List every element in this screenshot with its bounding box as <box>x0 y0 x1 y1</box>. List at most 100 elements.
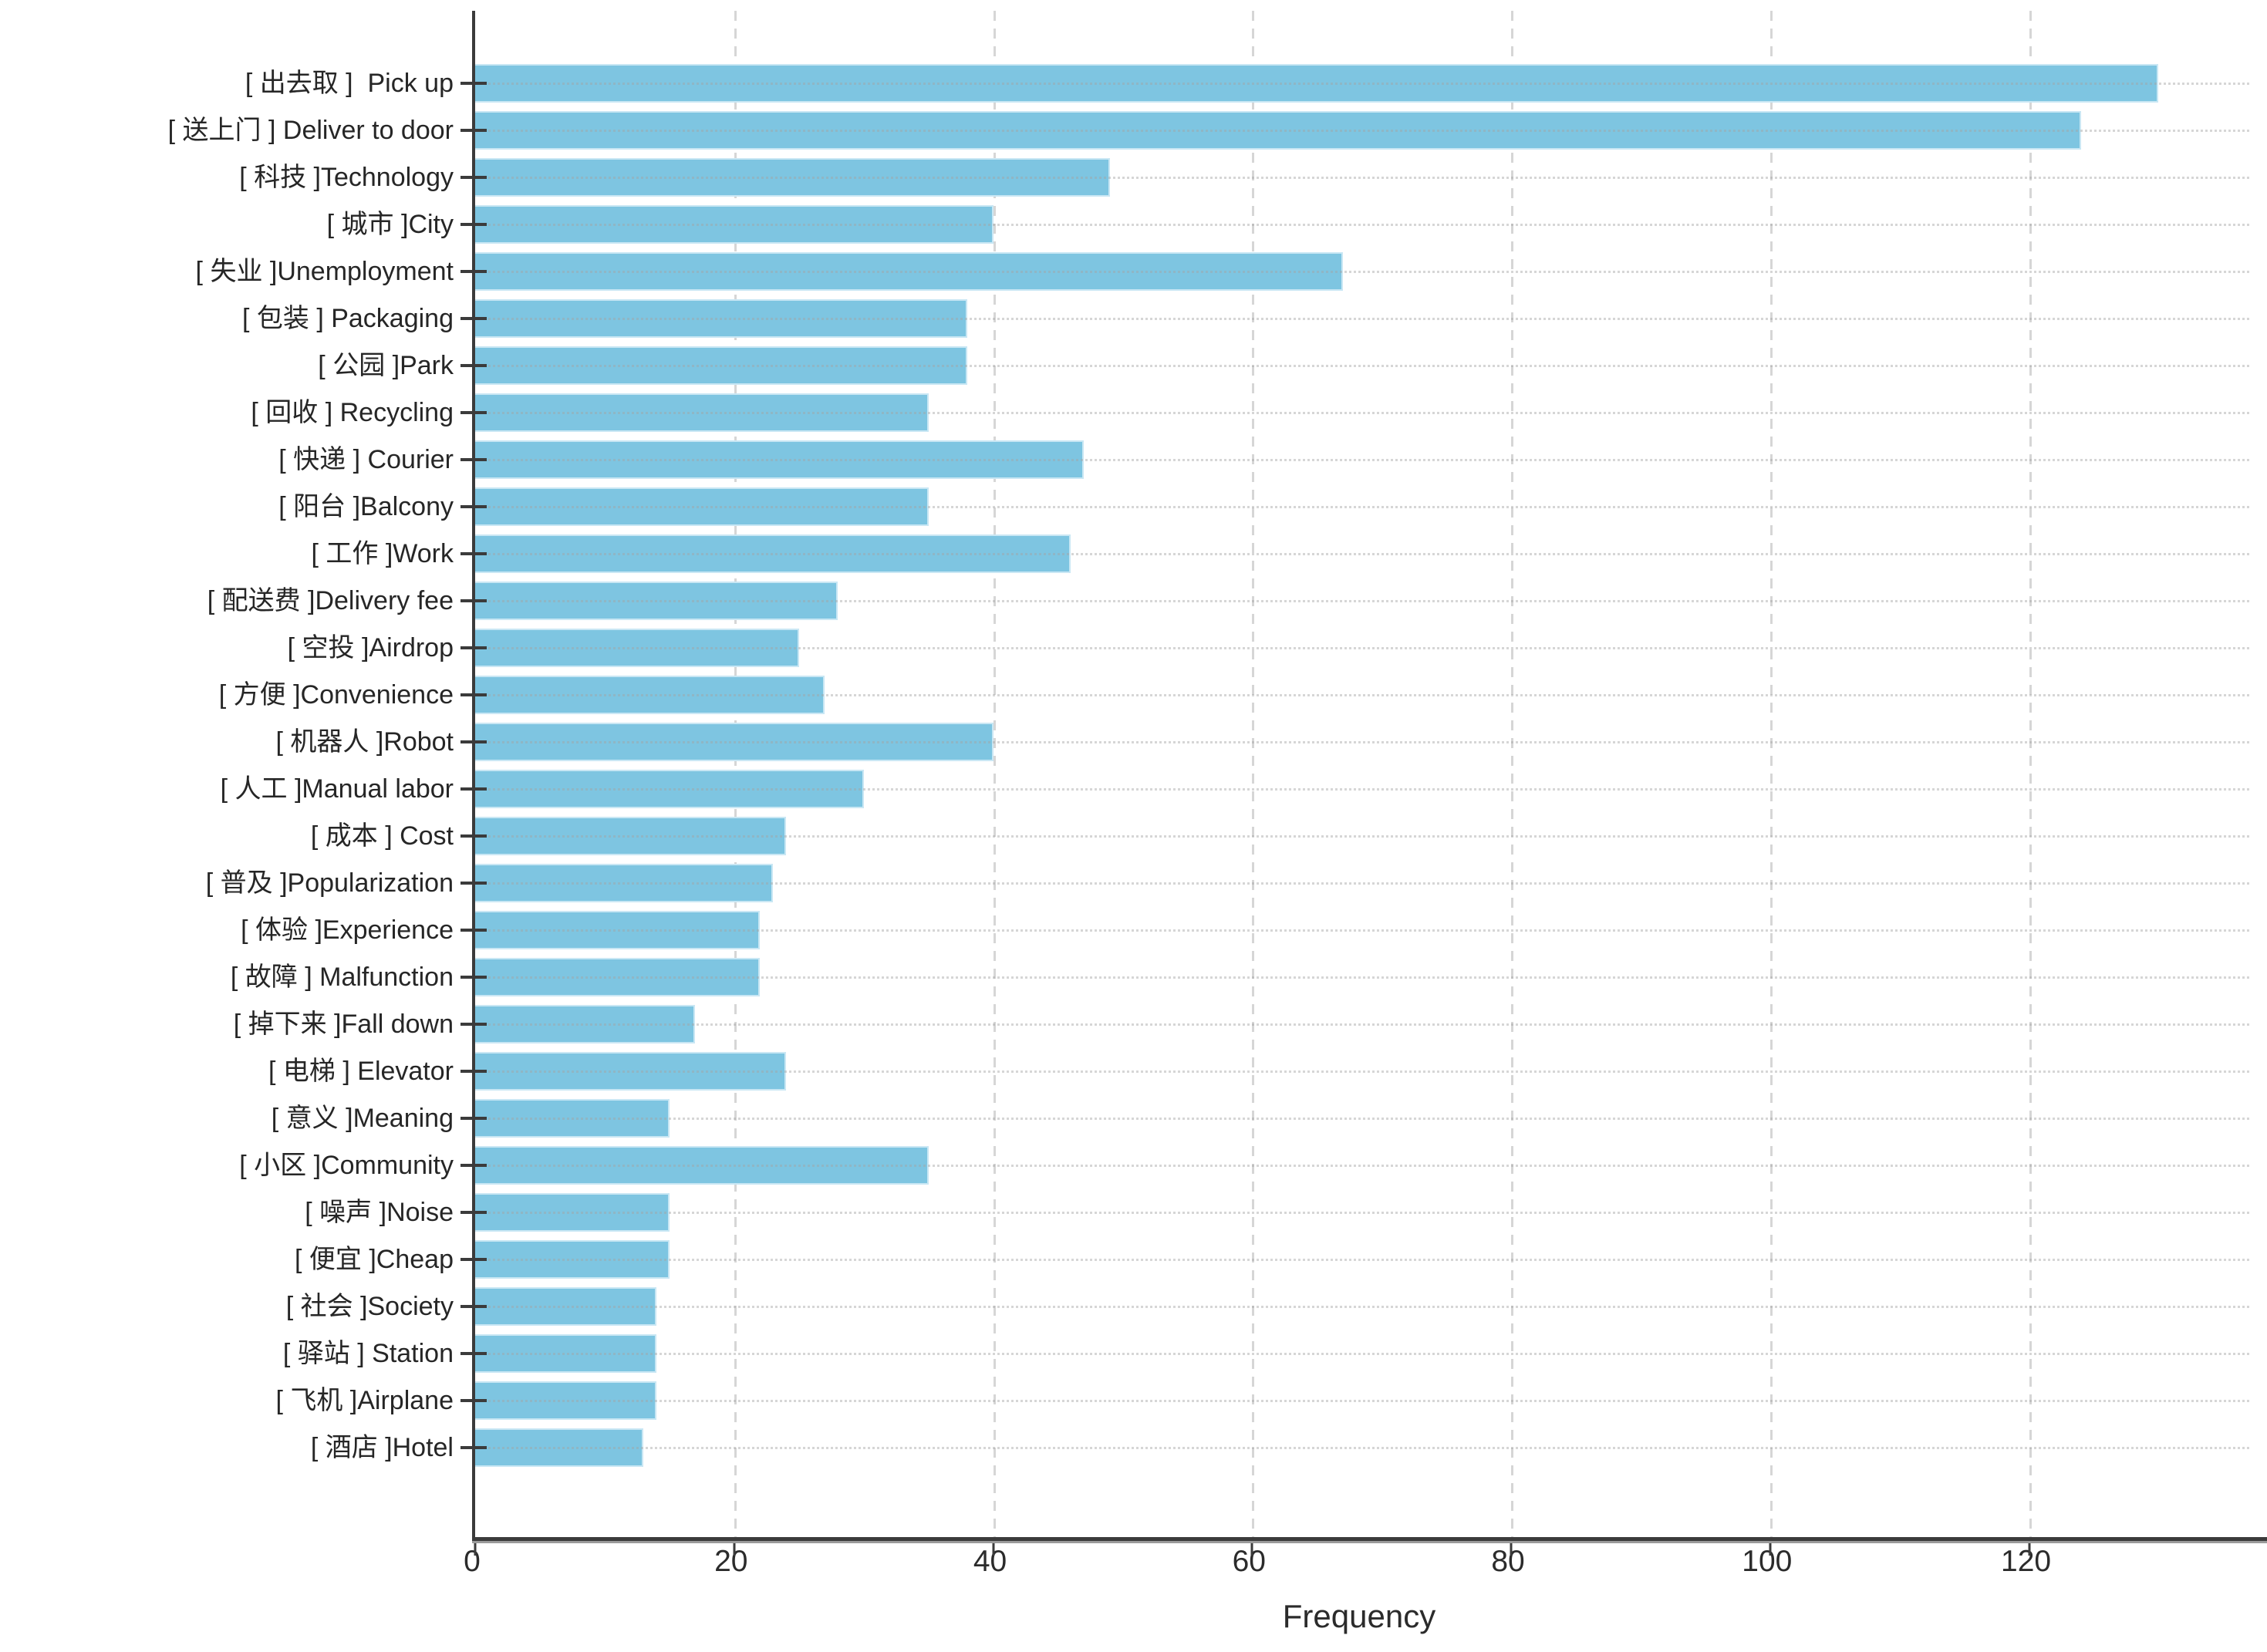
bar-29 <box>475 1428 644 1467</box>
y-gridline <box>475 1353 2249 1355</box>
bar-16 <box>475 817 786 855</box>
x-axis-line <box>472 1537 2267 1543</box>
x-tick-60 <box>1250 1543 1253 1556</box>
y-gridline <box>475 976 2249 979</box>
y-tick <box>460 1023 487 1026</box>
y-gridline <box>475 1023 2249 1026</box>
y-gridline <box>475 318 2249 320</box>
y-gridline <box>475 224 2249 226</box>
bar-8 <box>475 440 1085 479</box>
y-gridline <box>475 1306 2249 1308</box>
y-gridline <box>475 177 2249 179</box>
y-gridline <box>475 835 2249 838</box>
x-tick-40 <box>992 1543 995 1556</box>
y-tick <box>460 693 487 696</box>
y-gridline <box>475 600 2249 602</box>
y-tick <box>460 1352 487 1355</box>
y-gridline <box>475 1070 2249 1073</box>
y-tick <box>460 505 487 508</box>
y-label-27: [ 驿站 ] Station <box>282 1339 454 1368</box>
y-label-26: [ 社会 ]Society <box>285 1292 454 1321</box>
bar-23 <box>475 1146 929 1185</box>
y-label-15: [ 人工 ]Manual labor <box>220 774 454 804</box>
bar-19 <box>475 958 761 996</box>
x-tick-label-100: 100 <box>1742 1545 1793 1578</box>
y-label-13: [ 方便 ]Convenience <box>218 680 454 710</box>
y-tick <box>460 646 487 649</box>
bar-2 <box>475 158 1110 197</box>
y-label-0: [ 出去取 ] Pick up <box>245 69 454 98</box>
bar-13 <box>475 676 825 714</box>
y-label-4: [ 失业 ]Unemployment <box>195 257 454 286</box>
y-tick <box>460 929 487 932</box>
y-tick <box>460 364 487 367</box>
y-label-16: [ 成本 ] Cost <box>310 821 454 851</box>
bar-26 <box>475 1287 657 1326</box>
y-label-6: [ 公园 ]Park <box>318 351 454 380</box>
y-label-14: [ 机器人 ]Robot <box>275 727 454 757</box>
y-tick <box>460 1211 487 1214</box>
x-tick-0 <box>474 1543 477 1556</box>
y-label-21: [ 电梯 ] Elevator <box>268 1057 454 1086</box>
y-label-23: [ 小区 ]Community <box>239 1151 454 1180</box>
bar-24 <box>475 1193 670 1232</box>
x-tick-80 <box>1510 1543 1513 1556</box>
x-tick-label-40: 40 <box>973 1545 1007 1578</box>
y-tick <box>460 1305 487 1308</box>
y-label-28: [ 飞机 ]Airplane <box>275 1386 454 1415</box>
y-label-2: [ 科技 ]Technology <box>239 163 454 192</box>
y-label-3: [ 城市 ]City <box>326 210 454 239</box>
y-gridline <box>475 1400 2249 1402</box>
y-gridline <box>475 1118 2249 1120</box>
y-label-12: [ 空投 ]Airdrop <box>287 633 454 662</box>
y-tick <box>460 1164 487 1167</box>
y-label-25: [ 便宜 ]Cheap <box>295 1245 454 1274</box>
bar-25 <box>475 1240 670 1279</box>
y-label-22: [ 意义 ]Meaning <box>271 1104 454 1133</box>
y-label-5: [ 包装 ] Packaging <box>241 304 454 333</box>
bar-6 <box>475 346 967 385</box>
y-tick <box>460 1399 487 1402</box>
y-label-7: [ 回收 ] Recycling <box>251 398 454 427</box>
y-tick <box>460 599 487 602</box>
y-gridline <box>475 83 2249 85</box>
bar-22 <box>475 1099 670 1138</box>
y-tick <box>460 82 487 85</box>
bar-7 <box>475 393 929 432</box>
y-gridline <box>475 1259 2249 1261</box>
y-label-8: [ 快递 ] Courier <box>278 445 454 474</box>
y-axis-labels: [ 出去取 ] Pick up [ 送上门 ] Deliver to door [ … <box>0 11 454 1537</box>
y-tick <box>460 834 487 838</box>
y-gridline <box>475 365 2249 367</box>
y-tick <box>460 1070 487 1073</box>
y-gridline <box>475 929 2249 932</box>
y-label-10: [ 工作 ]Work <box>311 539 454 568</box>
bar-3 <box>475 205 993 244</box>
bar-11 <box>475 582 838 620</box>
y-gridline <box>475 459 2249 461</box>
y-label-19: [ 故障 ] Malfunction <box>230 963 454 992</box>
x-gridline-100 <box>1769 11 1773 1537</box>
bar-1 <box>475 111 2081 150</box>
y-label-20: [ 掉下来 ]Fall down <box>233 1010 454 1039</box>
y-gridline <box>475 647 2249 649</box>
x-gridline-120 <box>2029 11 2032 1537</box>
y-tick <box>460 176 487 179</box>
bar-15 <box>475 770 864 808</box>
bar-5 <box>475 299 967 338</box>
y-tick <box>460 740 487 743</box>
y-tick <box>460 552 487 555</box>
x-gridline-80 <box>1511 11 1514 1537</box>
bar-17 <box>475 864 774 902</box>
y-tick <box>460 458 487 461</box>
x-gridline-60 <box>1252 11 1255 1537</box>
y-label-9: [ 阳台 ]Balcony <box>278 492 454 521</box>
y-tick <box>460 270 487 273</box>
plot-area <box>460 11 2267 1556</box>
y-label-24: [ 噪声 ]Noise <box>305 1198 454 1227</box>
y-label-11: [ 配送费 ]Delivery fee <box>207 586 454 615</box>
bar-18 <box>475 911 761 949</box>
bar-14 <box>475 723 993 761</box>
x-tick-20 <box>733 1543 736 1556</box>
